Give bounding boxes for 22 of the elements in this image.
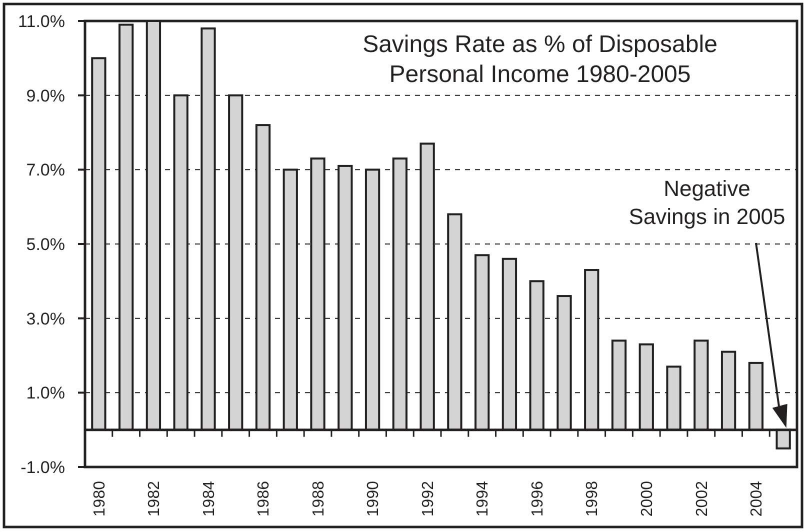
x-tick-label: 1992 xyxy=(420,480,437,517)
x-tick-label: 2002 xyxy=(694,480,711,517)
x-tick-label: 2004 xyxy=(748,480,766,517)
x-tick-label: 1998 xyxy=(584,480,602,517)
y-tick-label: 5.0% xyxy=(26,234,65,254)
y-tick-label: 11.0% xyxy=(18,12,65,31)
y-tick-label: 1.0% xyxy=(26,384,65,403)
y-tick-label: 9.0% xyxy=(26,86,65,106)
y-tick-label: -1.0% xyxy=(20,458,65,477)
annotation: Negative Savings in 2005 xyxy=(628,176,786,229)
x-tick-label: 1988 xyxy=(310,480,328,517)
x-tick-label: 2000 xyxy=(638,480,656,517)
x-tick-label: 1996 xyxy=(529,480,546,517)
x-tick-label: 1984 xyxy=(200,480,218,517)
x-tick-label: 1994 xyxy=(474,480,492,517)
y-tick-label: 3.0% xyxy=(26,309,65,328)
x-tick-label: 1990 xyxy=(365,480,382,517)
y-tick-label: 7.0% xyxy=(26,160,65,180)
x-tick-label: 1982 xyxy=(146,480,164,517)
text: Savings Rate as % of Disposable Personal Income 1980-2005 xyxy=(362,31,718,88)
x-tick-label: 1986 xyxy=(256,480,273,517)
x-tick-label: 1980 xyxy=(91,480,108,517)
